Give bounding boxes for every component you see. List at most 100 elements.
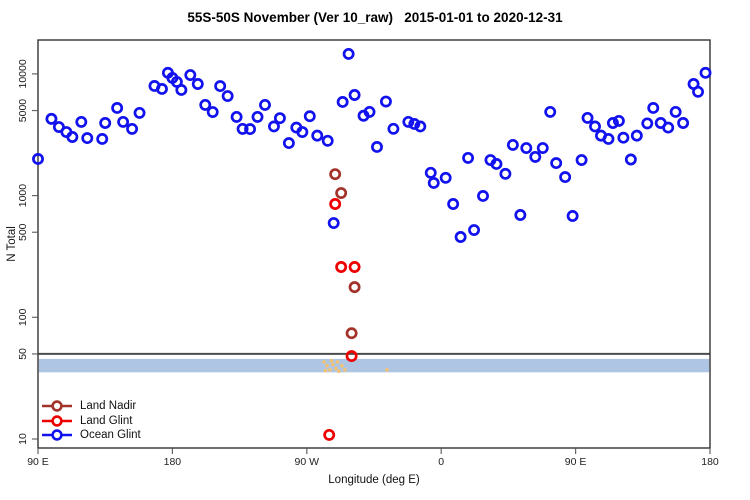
y-tick-label: 10000 [17, 59, 29, 88]
land-nadir-marker-icon [42, 400, 72, 412]
highlight-band [38, 358, 710, 373]
data-point-ocean-glint [499, 167, 512, 180]
data-point-ocean-glint [439, 171, 452, 184]
data-point-ocean-glint [379, 95, 392, 108]
data-point-ocean-glint [606, 117, 619, 129]
data-point-ocean-glint [126, 122, 139, 135]
orange-mark [331, 362, 335, 367]
data-point-ocean-glint [342, 47, 355, 60]
data-point-ocean-glint [408, 117, 421, 130]
data-point-land-glint [329, 198, 342, 210]
data-point-ocean-glint [641, 117, 654, 130]
data-point-ocean-glint [327, 217, 340, 229]
orange-mark [323, 368, 328, 373]
orange-mark [329, 358, 334, 363]
data-point-ocean-glint [111, 102, 124, 114]
data-point-land-glint [348, 261, 361, 273]
data-point-ocean-glint [99, 117, 112, 129]
data-point-ocean-glint [251, 110, 264, 123]
data-point-ocean-glint [96, 133, 109, 145]
data-point-ocean-glint [536, 142, 549, 154]
data-point-ocean-glint [282, 137, 295, 150]
data-point-ocean-glint [184, 69, 197, 81]
data-point-ocean-glint [624, 153, 637, 166]
data-point-ocean-glint [427, 177, 440, 189]
data-point-ocean-glint [273, 112, 286, 125]
data-point-ocean-glint [462, 151, 475, 164]
legend-label: Land Glint [80, 414, 133, 427]
data-point-land-glint [345, 350, 358, 363]
x-tick-label: 180 [701, 456, 719, 468]
data-point-ocean-glint [662, 121, 675, 134]
data-point-ocean-glint [230, 110, 243, 123]
orange-mark [322, 360, 326, 364]
data-point-ocean-glint [566, 210, 579, 222]
y-tick-label: 1000 [17, 184, 29, 208]
data-point-ocean-glint [267, 120, 280, 133]
orange-mark [337, 369, 341, 374]
data-point-ocean-glint [363, 105, 376, 118]
x-tick-label: 90 E [565, 456, 587, 468]
chart-title: 55S-50S November (Ver 10_raw) 2015-01-01… [187, 10, 563, 25]
data-point-ocean-glint [447, 198, 460, 210]
y-tick-label: 10 [17, 433, 29, 445]
data-point-ocean-glint [669, 105, 682, 118]
legend-item-ocean-glint: Ocean Glint [40, 428, 141, 443]
data-point-ocean-glint [199, 98, 212, 111]
data-point-ocean-glint [133, 106, 146, 119]
data-point-land-glint [335, 261, 348, 273]
data-point-ocean-glint [454, 231, 467, 243]
data-point-ocean-glint [692, 85, 705, 98]
y-tick-label: 5000 [17, 99, 29, 123]
data-point-ocean-glint [244, 123, 257, 136]
data-point-ocean-glint [699, 66, 712, 79]
legend-item-land-glint: Land Glint [40, 414, 141, 429]
data-point-land-nadir [348, 281, 361, 294]
data-point-ocean-glint [514, 209, 527, 221]
data-point-ocean-glint [336, 96, 349, 108]
data-point-ocean-glint [617, 131, 630, 144]
data-point-ocean-glint [575, 154, 588, 166]
data-point-ocean-glint [303, 110, 316, 123]
data-point-ocean-glint [311, 129, 324, 142]
legend: Land Nadir Land Glint Ocean Glint [40, 399, 141, 443]
data-point-ocean-glint [221, 90, 234, 102]
data-point-ocean-glint [581, 111, 594, 124]
data-point-ocean-glint [296, 126, 309, 138]
data-point-ocean-glint [414, 120, 427, 133]
data-point-ocean-glint [236, 122, 249, 135]
data-point-ocean-glint [66, 131, 79, 143]
data-point-ocean-glint [371, 141, 383, 153]
y-tick-label: 100 [17, 308, 29, 326]
data-point-ocean-glint [559, 171, 572, 184]
x-axis-label: Longitude (deg E) [328, 474, 420, 486]
data-point-ocean-glint [520, 142, 533, 154]
data-point-ocean-glint [506, 138, 519, 151]
x-tick-label: 90 W [295, 456, 320, 468]
data-point-land-nadir [335, 187, 348, 199]
data-point-ocean-glint [32, 153, 44, 165]
orange-mark [385, 368, 389, 372]
data-point-land-glint [323, 428, 336, 441]
legend-label: Land Nadir [80, 400, 137, 412]
x-tick-label: 90 E [27, 456, 49, 468]
ocean-glint-marker-icon [42, 429, 72, 441]
data-point-ocean-glint [602, 133, 615, 145]
data-point-ocean-glint [402, 115, 415, 128]
data-point-ocean-glint [191, 78, 204, 90]
data-point-land-nadir [329, 168, 342, 181]
data-point-ocean-glint [544, 105, 557, 118]
x-tick-label: 0 [438, 456, 444, 468]
data-point-land-nadir [345, 327, 358, 340]
data-point-ocean-glint [321, 134, 334, 147]
orange-mark [335, 360, 340, 364]
data-point-ocean-glint [589, 120, 601, 133]
data-point-ocean-glint [81, 132, 94, 145]
data-point-ocean-glint [214, 80, 227, 93]
data-point-ocean-glint [529, 150, 542, 163]
data-point-ocean-glint [468, 224, 481, 237]
data-point-ocean-glint [612, 114, 625, 127]
orange-mark [343, 368, 347, 372]
